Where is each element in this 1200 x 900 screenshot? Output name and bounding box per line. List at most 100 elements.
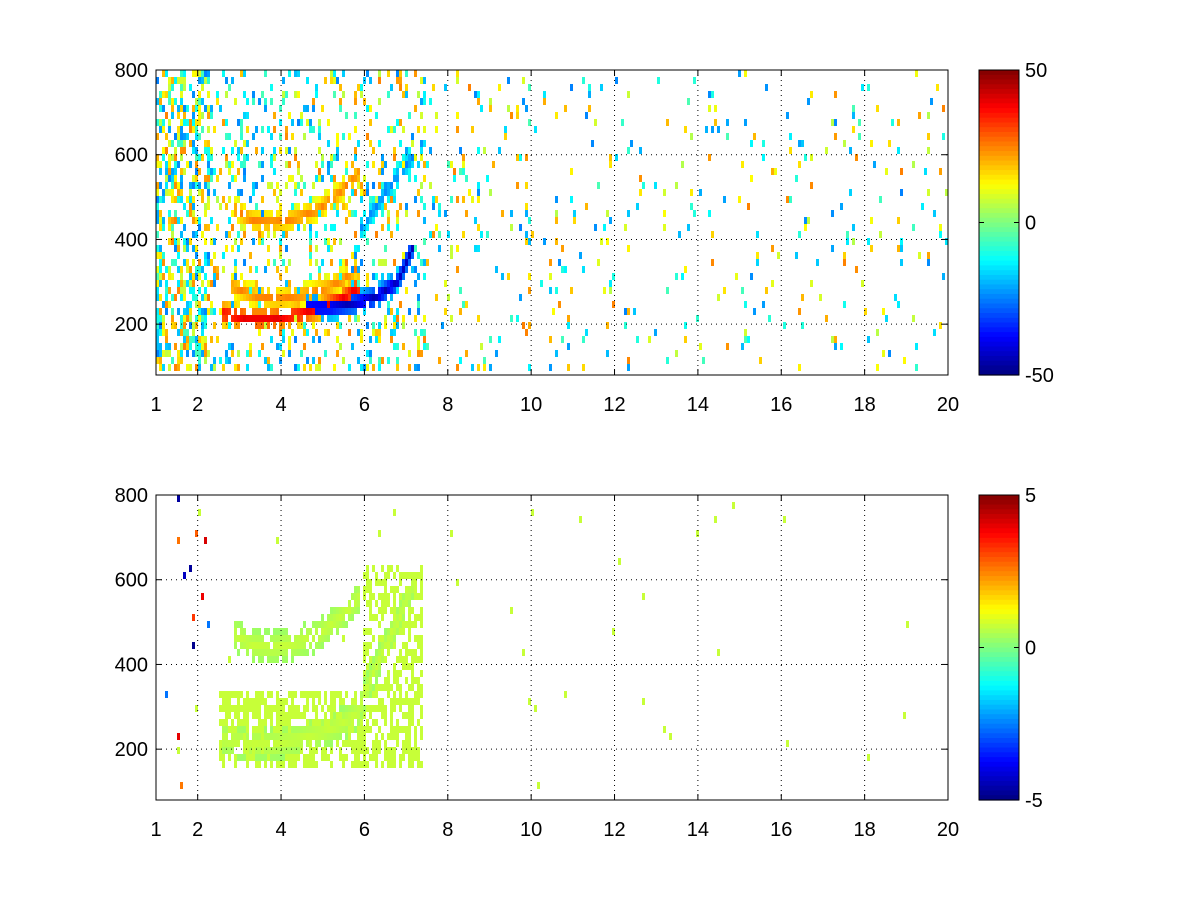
heatmap-cell xyxy=(168,84,171,91)
heatmap-cell xyxy=(306,733,309,740)
heatmap-cell xyxy=(387,210,390,217)
heatmap-cell xyxy=(336,154,339,161)
heatmap-cell xyxy=(270,635,273,642)
heatmap-cell xyxy=(450,245,453,252)
heatmap-cell xyxy=(219,308,222,315)
heatmap-cell xyxy=(465,175,468,182)
heatmap-cells xyxy=(165,495,909,789)
heatmap-cell xyxy=(477,196,480,203)
heatmap-cell xyxy=(366,691,369,698)
heatmap-cell xyxy=(327,168,330,175)
heatmap-cell xyxy=(939,168,942,175)
heatmap-cell xyxy=(393,600,396,607)
heatmap-cell xyxy=(411,593,414,600)
heatmap-cell xyxy=(345,266,348,273)
heatmap-cell xyxy=(279,189,282,196)
heatmap-cell xyxy=(249,740,252,747)
colorbar-segment xyxy=(979,580,1019,587)
heatmap-cell xyxy=(213,168,216,175)
heatmap-cell xyxy=(363,733,366,740)
heatmap-cell xyxy=(549,336,552,343)
heatmap-cell xyxy=(276,196,279,203)
heatmap-cell xyxy=(186,119,189,126)
heatmap-cell xyxy=(510,210,513,217)
heatmap-cell xyxy=(366,719,369,726)
heatmap-cell xyxy=(405,712,408,719)
heatmap-cell xyxy=(405,663,408,670)
heatmap-cell xyxy=(276,635,279,642)
heatmap-cell xyxy=(312,182,315,189)
heatmap-cell xyxy=(408,572,411,579)
heatmap-cell xyxy=(396,677,399,684)
heatmap-cell xyxy=(282,649,285,656)
heatmap-cell xyxy=(231,726,234,733)
heatmap-cell xyxy=(264,98,267,105)
heatmap-cell xyxy=(417,614,420,621)
heatmap-cell xyxy=(240,119,243,126)
heatmap-cell xyxy=(207,259,210,266)
heatmap-cell xyxy=(423,273,426,280)
heatmap-cell xyxy=(357,140,360,147)
heatmap-cell xyxy=(279,119,282,126)
heatmap-cell xyxy=(234,628,237,635)
heatmap-cell xyxy=(279,705,282,712)
heatmap-cell xyxy=(399,670,402,677)
heatmap-cell xyxy=(294,642,297,649)
heatmap-cell xyxy=(405,161,408,168)
heatmap-cell xyxy=(180,70,183,77)
heatmap-cell xyxy=(744,329,747,336)
heatmap-cell xyxy=(195,336,198,343)
heatmap-cell xyxy=(330,245,333,252)
heatmap-cell xyxy=(204,294,207,301)
heatmap-cell xyxy=(291,203,294,210)
heatmap-cell xyxy=(795,252,798,259)
heatmap-cell xyxy=(210,168,213,175)
heatmap-cell xyxy=(345,294,348,301)
heatmap-cell xyxy=(477,147,480,154)
heatmap-cell xyxy=(210,112,213,119)
heatmap-cell xyxy=(414,635,417,642)
heatmap-cell xyxy=(381,593,384,600)
heatmap-cell xyxy=(462,161,465,168)
heatmap-cell xyxy=(201,343,204,350)
heatmap-cell xyxy=(339,614,342,621)
heatmap-cell xyxy=(396,607,399,614)
heatmap-cell xyxy=(396,586,399,593)
heatmap-cell xyxy=(294,712,297,719)
heatmap-cell xyxy=(384,684,387,691)
heatmap-cell xyxy=(354,761,357,768)
heatmap-cell xyxy=(282,301,285,308)
heatmap-cell xyxy=(423,77,426,84)
heatmap-cell xyxy=(375,231,378,238)
heatmap-cell xyxy=(357,761,360,768)
heatmap-cell xyxy=(309,733,312,740)
colorbar-segment xyxy=(979,509,1019,515)
heatmap-cell xyxy=(297,364,300,371)
heatmap-cell xyxy=(171,315,174,322)
heatmap-cell xyxy=(270,161,273,168)
heatmap-cell xyxy=(231,245,234,252)
heatmap-cell xyxy=(225,231,228,238)
heatmap-cell xyxy=(381,294,384,301)
heatmap-cell xyxy=(726,133,729,140)
heatmap-cell xyxy=(384,203,387,210)
heatmap-cell xyxy=(396,343,399,350)
heatmap-cell xyxy=(195,126,198,133)
heatmap-cell xyxy=(408,684,411,691)
heatmap-cell xyxy=(174,182,177,189)
heatmap-cell xyxy=(882,350,885,357)
heatmap-cell xyxy=(165,133,168,140)
heatmap-cell xyxy=(270,705,273,712)
heatmap-cell xyxy=(291,133,294,140)
heatmap-cell xyxy=(285,294,288,301)
axes-frame xyxy=(155,69,949,376)
heatmap-cell xyxy=(222,761,225,768)
heatmap-cell xyxy=(285,754,288,761)
heatmap-cell xyxy=(417,572,420,579)
heatmap-cell xyxy=(381,684,384,691)
heatmap-cell xyxy=(420,77,423,84)
heatmap-cell xyxy=(324,287,327,294)
heatmap-cell xyxy=(240,754,243,761)
heatmap-cell xyxy=(285,733,288,740)
heatmap-cell xyxy=(303,322,306,329)
